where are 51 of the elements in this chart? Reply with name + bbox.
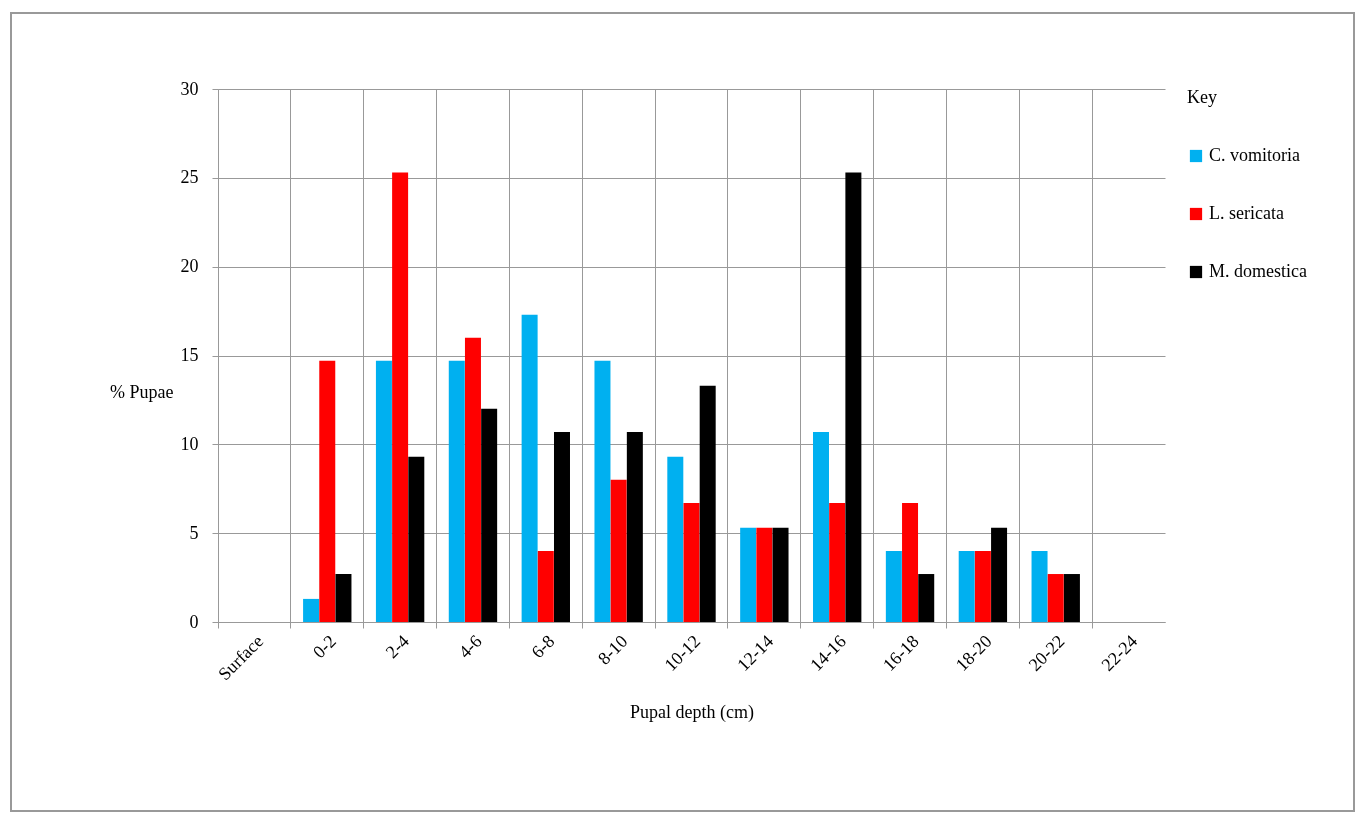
- bar: [610, 479, 627, 622]
- x-axis-title: Pupal depth (cm): [630, 702, 754, 724]
- bar: [699, 385, 716, 622]
- y-tick-label: 15: [180, 345, 199, 365]
- bar: [303, 598, 320, 622]
- bar: [756, 527, 773, 622]
- bar: [626, 431, 643, 622]
- bar: [521, 314, 538, 622]
- x-tick-label: 8-10: [593, 631, 632, 669]
- y-axis-title: % Pupae: [110, 382, 174, 403]
- legend-label: C. vomitoria: [1209, 145, 1300, 165]
- bar: [392, 172, 409, 622]
- bar: [845, 172, 862, 622]
- y-tick-label: 0: [189, 611, 199, 632]
- bar: [918, 574, 935, 622]
- bar: [829, 502, 846, 622]
- bar: [537, 550, 554, 622]
- x-tick-label: 6-8: [527, 631, 559, 663]
- bar: [594, 360, 611, 622]
- bar: [974, 550, 991, 622]
- bar: [683, 502, 700, 622]
- bar: [464, 337, 481, 622]
- bar: [740, 527, 757, 622]
- bar: [335, 574, 352, 622]
- bar: [554, 431, 570, 622]
- bar: [991, 527, 1008, 622]
- legend-label: L. sericata: [1209, 203, 1284, 223]
- bar: [448, 360, 465, 622]
- x-tick-label: 0-2: [308, 631, 340, 663]
- legend-label: M. domestica: [1209, 261, 1307, 281]
- bar: [958, 550, 975, 622]
- y-tick-label: 30: [180, 78, 199, 99]
- x-tick-label: 2-4: [381, 631, 413, 663]
- bar: [667, 456, 684, 622]
- y-tick-label: 5: [189, 522, 199, 543]
- y-tick-label: 25: [180, 167, 199, 188]
- bar: [408, 456, 425, 622]
- bar: [1047, 574, 1064, 622]
- x-tick-label: 4-6: [454, 631, 486, 663]
- bar: [319, 360, 336, 622]
- bar: [1031, 550, 1048, 622]
- bar: [375, 360, 392, 622]
- bar: [902, 502, 919, 622]
- legend-title: Key: [1187, 87, 1217, 107]
- bar: [481, 408, 498, 622]
- bar: [813, 431, 829, 622]
- bar: [885, 550, 902, 622]
- bar: [1063, 574, 1080, 622]
- y-tick-label: 10: [180, 433, 199, 454]
- y-tick-label: 20: [180, 256, 199, 277]
- bar: [772, 527, 789, 622]
